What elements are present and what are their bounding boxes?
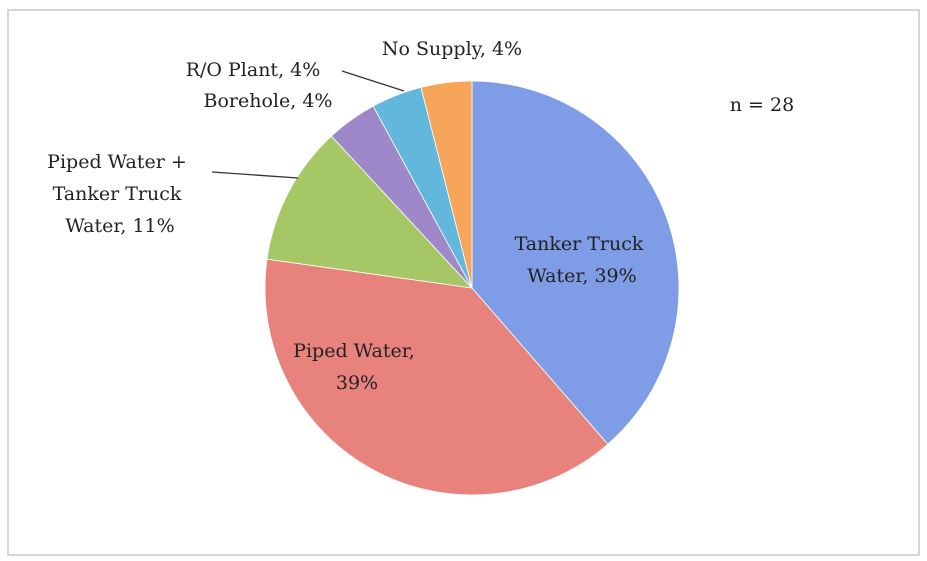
pie-slice [420, 80, 473, 289]
pie [264, 80, 680, 496]
data-label: Piped Water, 39% [293, 340, 421, 394]
leader-line [341, 70, 405, 92]
data-label: R/O Plant, 4% [186, 59, 321, 81]
annotation: n = 28 [730, 94, 794, 116]
data-label: Piped Water + Tanker Truck Water, 11% [47, 151, 193, 237]
data-label: Tanker Truck Water, 39% [515, 233, 650, 287]
data-label: Borehole, 4% [204, 90, 333, 112]
pie-slice [266, 135, 474, 289]
leader-line [211, 171, 299, 179]
pie-slice [471, 80, 680, 445]
pie-slice [264, 258, 609, 496]
data-label: No Supply, 4% [382, 38, 522, 60]
